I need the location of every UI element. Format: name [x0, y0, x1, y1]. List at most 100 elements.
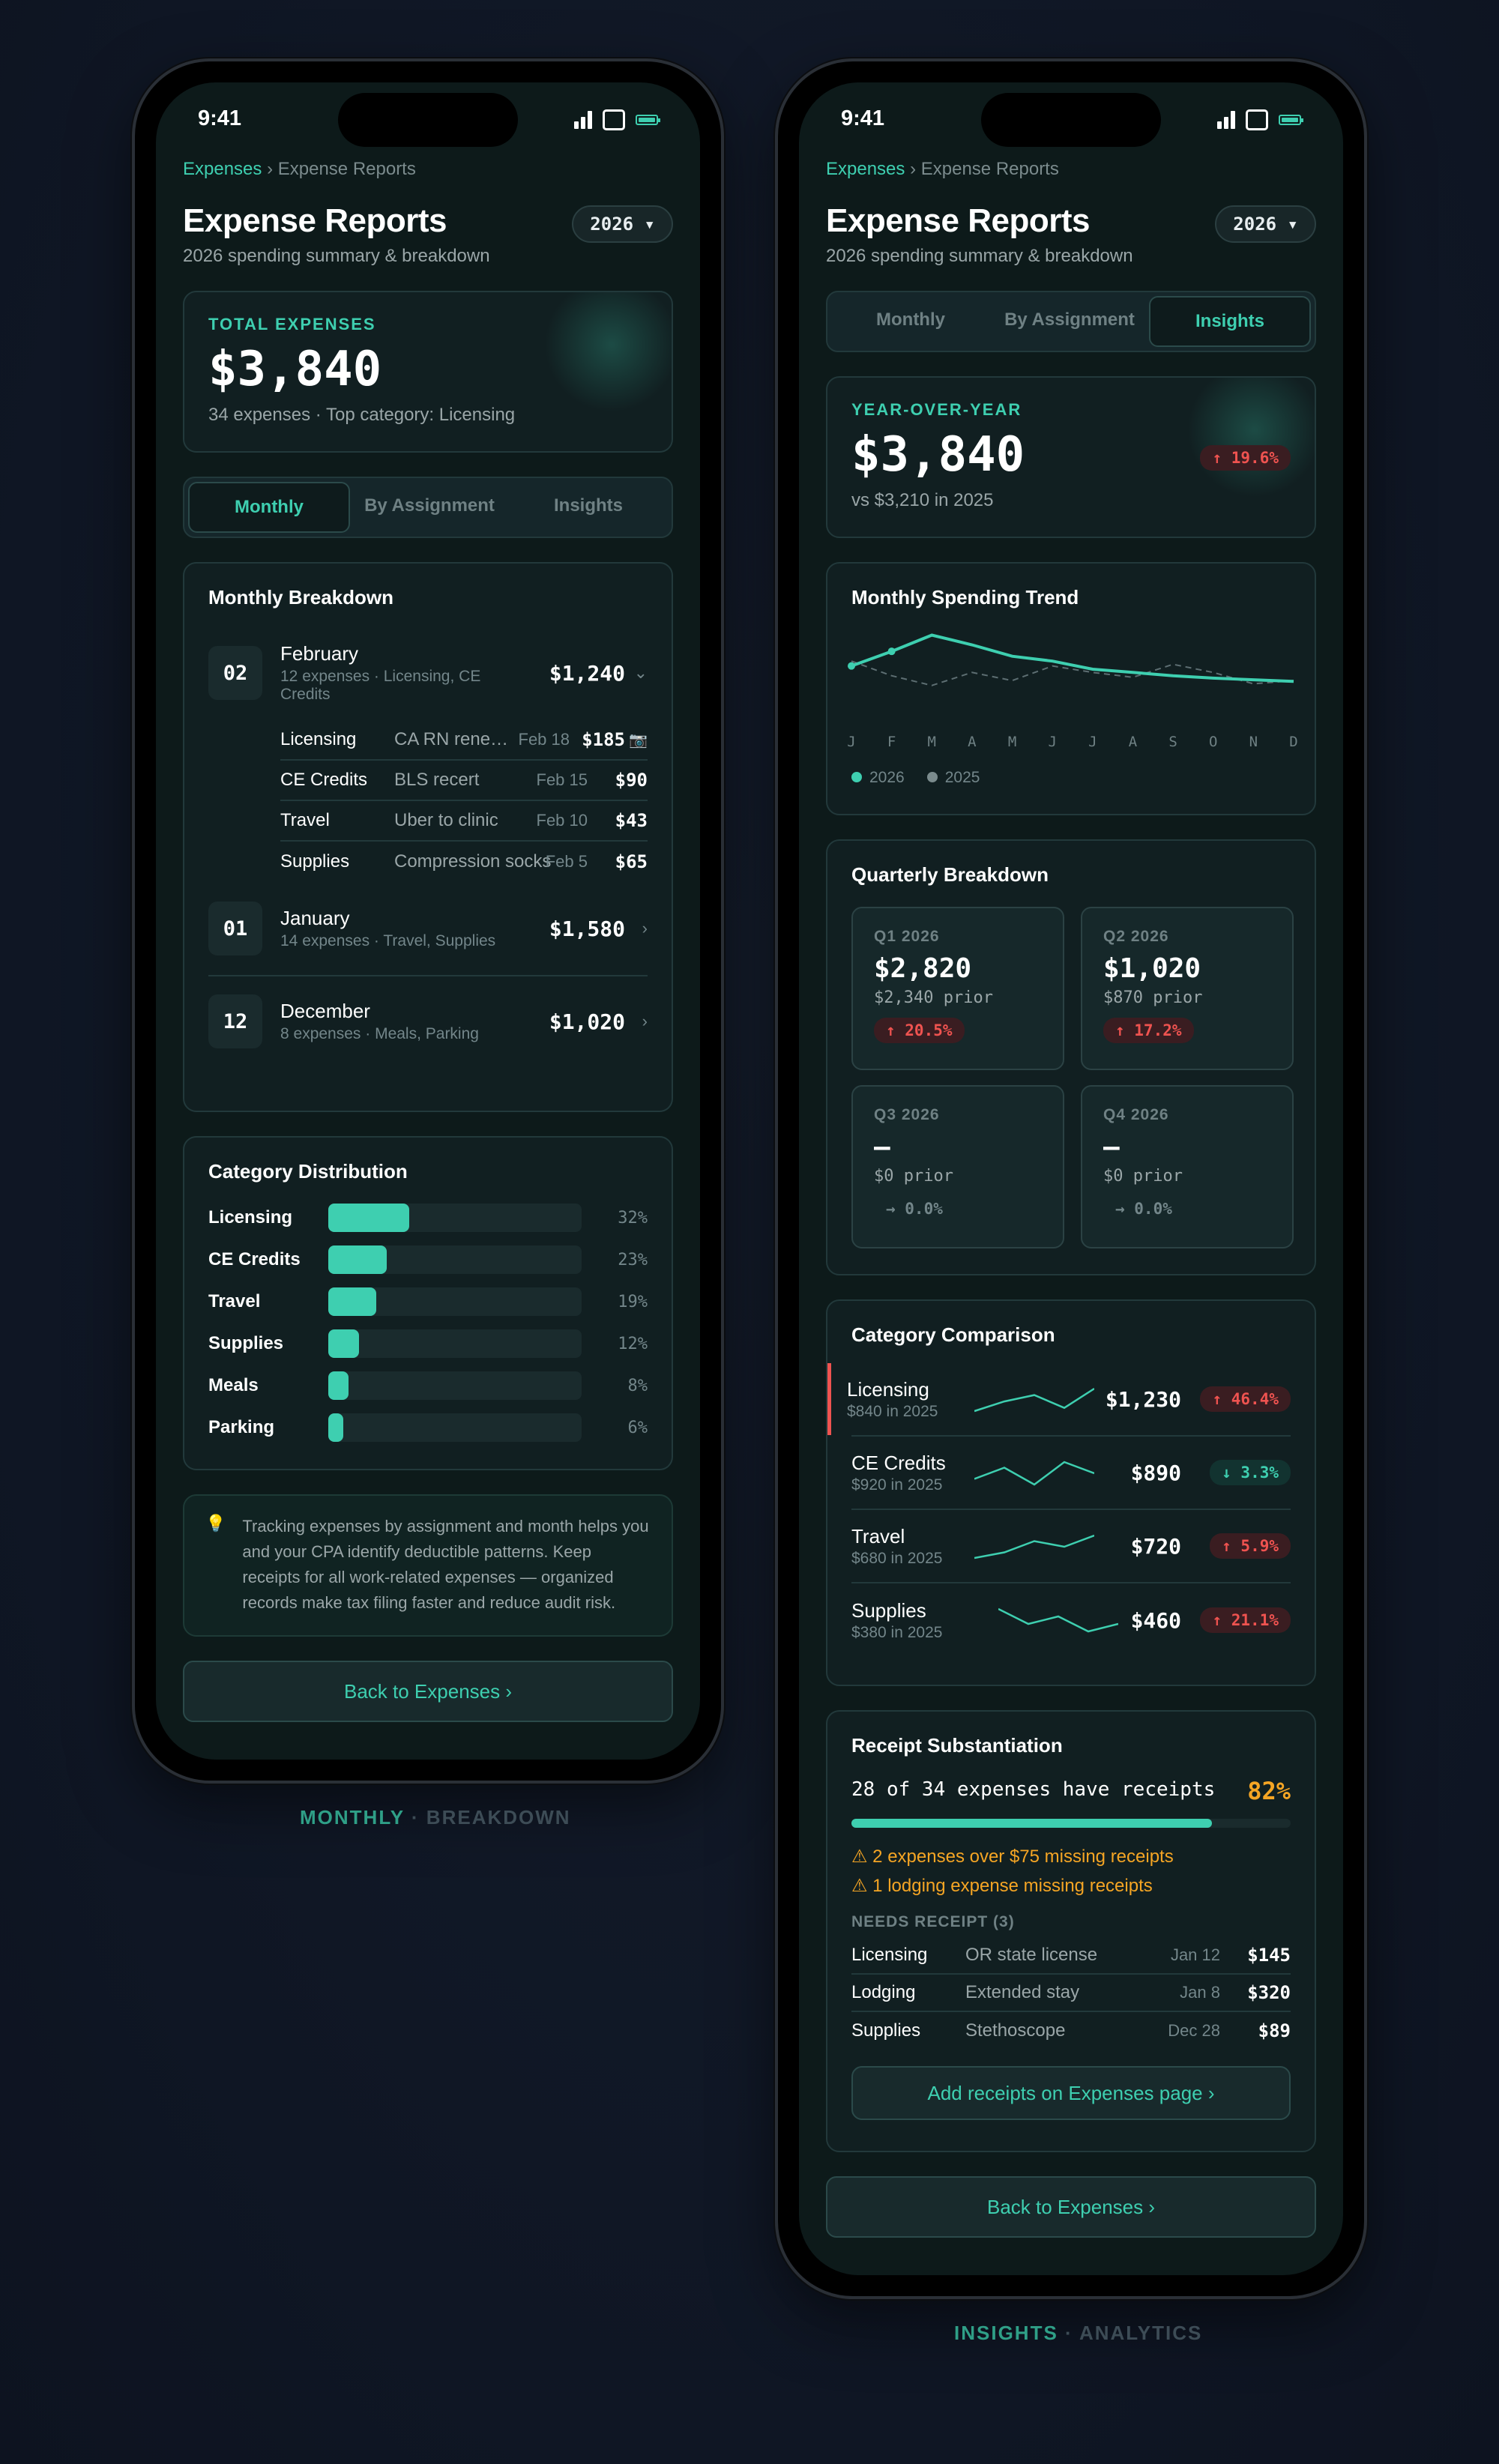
- total-summary: 34 expenses · Top category: Licensing: [208, 405, 516, 425]
- breakdown-title: Monthly Breakdown: [208, 586, 394, 609]
- expense-row[interactable]: Travel Uber to clinic Feb 10 $43: [280, 801, 648, 842]
- trend-title: Monthly Spending Trend: [851, 586, 1079, 609]
- comparison-list: Licensing $840 in 2025 $1,230 ↑ 46.4% CE Cre…: [827, 1363, 1291, 1657]
- year-selector[interactable]: 2026 ▾: [572, 205, 673, 243]
- quarterly-title: Quarterly Breakdown: [851, 863, 1049, 886]
- distribution-bar-fill: [328, 1287, 377, 1316]
- tab-by-assignment[interactable]: By Assignment: [364, 495, 495, 516]
- quarter-label: Q2 2026: [1103, 928, 1169, 945]
- expense-description: Compression socks: [394, 851, 552, 872]
- lightbulb-icon: 💡: [205, 1514, 226, 1533]
- trend-month-label: A: [1129, 734, 1138, 750]
- yoy-label: YEAR-OVER-YEAR: [851, 400, 1022, 419]
- expense-amount: $65: [615, 851, 648, 873]
- needs-receipt-row[interactable]: Supplies Stethoscope Dec 28 $89: [851, 2012, 1291, 2050]
- expense-category: CE Credits: [280, 770, 368, 791]
- month-amount: $1,240: [549, 660, 625, 686]
- distribution-label: CE Credits: [208, 1249, 301, 1269]
- distribution-row: Travel 19%: [208, 1281, 648, 1323]
- breadcrumb-root-link[interactable]: Expenses: [183, 159, 262, 179]
- comparison-change-badge: ↓ 3.3%: [1210, 1460, 1291, 1485]
- comparison-row[interactable]: Supplies $380 in 2025 $460 ↑ 21.1%: [851, 1583, 1291, 1657]
- back-to-expenses-button[interactable]: Back to Expenses ›: [183, 1661, 673, 1722]
- trend-month-label: O: [1209, 734, 1217, 750]
- distribution-bar-fill: [328, 1371, 349, 1400]
- needs-receipt-row[interactable]: Lodging Extended stay Jan 8 $320: [851, 1975, 1291, 2012]
- year-over-year-card: YEAR-OVER-YEAR $3,840 vs $3,210 in 2025 …: [826, 376, 1316, 538]
- screen-insights: 9:41 Expenses › Expense Reports Expense …: [799, 82, 1343, 2275]
- comparison-change-badge: ↑ 5.9%: [1210, 1533, 1291, 1559]
- legend-item-2026: 2026: [851, 769, 905, 787]
- caption-left-sep: ·: [404, 1806, 426, 1829]
- add-receipts-button[interactable]: Add receipts on Expenses page ›: [851, 2066, 1291, 2120]
- sparkline-path: [974, 1461, 1094, 1486]
- distribution-title: Category Distribution: [208, 1160, 408, 1183]
- tab-by-assignment[interactable]: By Assignment: [1004, 309, 1135, 330]
- distribution-bar-fill: [328, 1329, 359, 1358]
- needs-receipt-description: OR state license: [965, 1945, 1098, 1965]
- phone-insights: 9:41 Expenses › Expense Reports Expense …: [775, 58, 1367, 2299]
- view-tabs: Monthly By Assignment Insights: [826, 291, 1316, 352]
- quarter-value: $1,020: [1103, 953, 1201, 984]
- monthly-breakdown-card: Monthly Breakdown 02 February 12 expense…: [183, 562, 673, 1112]
- tab-monthly[interactable]: Monthly: [876, 309, 945, 330]
- total-expenses-card: TOTAL EXPENSES $3,840 34 expenses · Top …: [183, 291, 673, 453]
- comparison-row[interactable]: Travel $680 in 2025 $720 ↑ 5.9%: [851, 1510, 1291, 1583]
- month-row-february[interactable]: 02 February 12 expenses · Licensing, CE …: [208, 642, 648, 704]
- signal-icon: [574, 111, 592, 129]
- month-row-january[interactable]: 01 January 14 expenses · Travel, Supplie…: [208, 902, 648, 977]
- needs-receipt-list: Licensing OR state license Jan 12 $145 Lodgi…: [851, 1937, 1291, 2050]
- comparison-row[interactable]: Licensing $840 in 2025 $1,230 ↑ 46.4%: [827, 1363, 1291, 1437]
- total-amount: $3,840: [208, 342, 382, 397]
- expense-row[interactable]: Licensing CA RN rene… Feb 18 $185 📷: [280, 720, 648, 761]
- quarter-change-badge: ↑ 20.5%: [874, 1018, 965, 1043]
- tab-insights[interactable]: Insights: [1149, 296, 1311, 347]
- needs-receipt-row[interactable]: Licensing OR state license Jan 12 $145: [851, 1937, 1291, 1975]
- receipt-percent: 82%: [1247, 1777, 1291, 1805]
- distribution-label: Licensing: [208, 1207, 293, 1228]
- distribution-bar-track: [328, 1204, 582, 1232]
- month-summary: 12 expenses · Licensing, CE Credits: [280, 668, 481, 704]
- comparison-name: Travel: [851, 1524, 905, 1547]
- distribution-bar-fill: [328, 1413, 344, 1442]
- receipt-progress-fill: [851, 1819, 1212, 1828]
- distribution-label: Parking: [208, 1417, 275, 1437]
- comparison-row[interactable]: CE Credits $920 in 2025 $890 ↓ 3.3%: [851, 1437, 1291, 1510]
- yoy-change-badge: ↑ 19.6%: [1200, 445, 1291, 471]
- chevron-down-icon[interactable]: ⌄: [633, 663, 648, 683]
- expense-date: Feb 15: [536, 770, 588, 790]
- chevron-right-icon[interactable]: ›: [642, 1012, 648, 1031]
- header: Expense Reports 2026 spending summary & …: [826, 202, 1316, 267]
- comparison-prior: $920 in 2025: [851, 1476, 943, 1494]
- needs-receipt-description: Extended stay: [965, 1982, 1080, 2002]
- trend-month-label: J: [1088, 734, 1097, 750]
- yoy-compare: vs $3,210 in 2025: [851, 490, 994, 510]
- chevron-right-icon[interactable]: ›: [642, 919, 648, 938]
- expense-row[interactable]: Supplies Compression socks Feb 5 $65: [280, 842, 648, 882]
- signal-icon: [1217, 111, 1235, 129]
- year-selector[interactable]: 2026 ▾: [1215, 205, 1316, 243]
- quarter-prior: $0 prior: [874, 1167, 953, 1186]
- sparkline-path: [998, 1607, 1118, 1633]
- expense-description: Uber to clinic: [394, 810, 498, 831]
- tab-monthly[interactable]: Monthly: [188, 482, 350, 533]
- tab-insights[interactable]: Insights: [553, 495, 623, 516]
- breadcrumb-root-link[interactable]: Expenses: [826, 159, 905, 179]
- trend-month-label: F: [887, 734, 896, 750]
- page-title: Expense Reports: [826, 202, 1090, 239]
- receipt-title: Receipt Substantiation: [851, 1734, 1063, 1757]
- header: Expense Reports 2026 spending summary & …: [183, 202, 673, 267]
- comparison-amount: $720: [1130, 1533, 1181, 1559]
- distribution-percent: 6%: [627, 1418, 648, 1437]
- month-row-december[interactable]: 12 December 8 expenses · Meals, Parking …: [208, 994, 648, 1049]
- comparison-name: CE Credits: [851, 1451, 946, 1474]
- needs-receipt-category: Lodging: [851, 1982, 916, 2002]
- back-to-expenses-button[interactable]: Back to Expenses ›: [826, 2176, 1316, 2238]
- expense-date: Feb 10: [536, 811, 588, 830]
- quarter-prior: $0 prior: [1103, 1167, 1183, 1186]
- expense-row[interactable]: CE Credits BLS recert Feb 15 $90: [280, 761, 648, 802]
- comparison-amount: $890: [1130, 1460, 1181, 1485]
- tip-card: 💡 Tracking expenses by assignment and mo…: [183, 1494, 673, 1637]
- expense-amount: $90: [615, 770, 648, 791]
